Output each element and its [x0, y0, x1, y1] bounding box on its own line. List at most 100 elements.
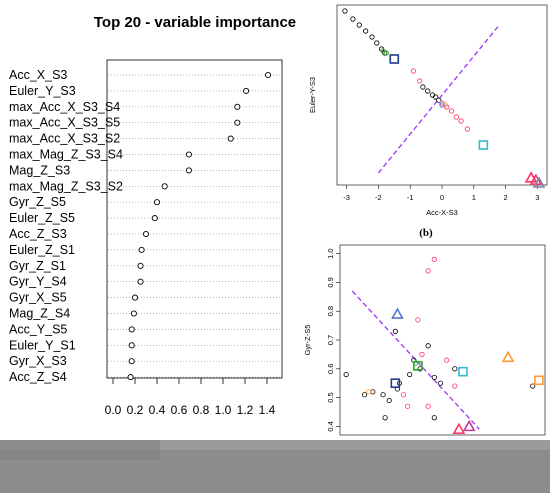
point-c — [407, 371, 413, 378]
importance-point — [128, 358, 135, 365]
obscured-region-upper — [160, 440, 550, 450]
importance-point — [185, 151, 192, 158]
importance-point — [161, 183, 168, 190]
point-b — [410, 68, 416, 74]
point-b — [363, 28, 369, 34]
variable-label: Acc_X_S3 — [9, 68, 67, 82]
point-b — [389, 54, 400, 64]
point-c — [405, 403, 411, 409]
point-c — [343, 371, 349, 378]
x-axis: 0.0 0.2 0.4 0.6 0.8 1.0 1.2 1.4 — [105, 378, 276, 417]
y-axis-label-b: Euler-Y-S3 — [308, 77, 317, 113]
point-b — [374, 40, 380, 46]
variable-label: Acc_Y_S5 — [9, 322, 67, 336]
x-tick-label-b: 2 — [504, 193, 508, 202]
point-c — [437, 380, 444, 386]
importance-point — [138, 246, 145, 253]
point-b — [369, 34, 375, 40]
x-axis-label-b: Acc-X-S3 — [426, 208, 458, 217]
point-c — [413, 361, 423, 371]
x-tick-label: 0.6 — [171, 403, 188, 417]
x-tick-label: 0.4 — [149, 403, 166, 417]
point-c — [391, 307, 404, 319]
point-b — [458, 118, 464, 124]
variable-label: Gyr_Z_S5 — [9, 195, 66, 209]
importance-point — [185, 167, 192, 174]
importance-point — [153, 199, 161, 206]
point-c — [501, 350, 515, 363]
importance-point — [130, 310, 137, 317]
point-b — [425, 88, 431, 94]
dotted-grid — [108, 74, 281, 378]
variable-label: Acc_Z_S3 — [9, 227, 67, 241]
variable-label: Gyr_X_S3 — [9, 354, 67, 368]
variable-label: max_Mag_Z_S3_S2 — [9, 179, 123, 193]
point-c — [382, 415, 388, 421]
variable-label: max_Acc_X_S3_S2 — [9, 132, 120, 146]
y-tick-label-c: 0.6 — [326, 364, 335, 374]
variable-label: Gyr_X_S5 — [9, 291, 67, 305]
y-tick-label-c: 1.0 — [326, 248, 335, 258]
variable-labels: Acc_X_S3 Euler_Y_S3 max_Acc_X_S3_S4 max_Acc… — [9, 68, 123, 384]
variable-label: Gyr_Z_S1 — [9, 259, 66, 273]
dashed-separator-c — [351, 290, 480, 430]
point-c — [419, 351, 425, 357]
variable-label: Mag_Z_S3 — [9, 163, 70, 177]
point-c — [458, 366, 468, 377]
point-c — [386, 397, 392, 404]
x-tick-label: 0.8 — [193, 403, 210, 417]
plot-frame-c — [339, 244, 546, 436]
y-tick-label-c: 0.5 — [326, 392, 335, 402]
variable-label: Euler_Y_S1 — [9, 338, 76, 352]
importance-point — [127, 374, 134, 381]
variable-label: max_Mag_Z_S3_S4 — [9, 148, 123, 162]
x-tick-label-b: -1 — [407, 193, 414, 202]
x-tick-label: 1.4 — [259, 403, 276, 417]
point-b — [524, 171, 538, 183]
x-tick-label-b: -2 — [375, 193, 382, 202]
y-axis-label-c: Gyr-Z-S5 — [303, 325, 312, 356]
point-c — [366, 389, 372, 395]
x-tick-label-b: -3 — [343, 193, 350, 202]
variable-importance-panel: Top 20 - variable importance Acc_X_S3 Eul… — [9, 14, 296, 417]
chart-title: Top 20 - variable importance — [94, 14, 296, 31]
point-b — [342, 8, 348, 14]
point-b — [436, 97, 442, 103]
decision-line-c — [351, 290, 480, 430]
importance-point — [265, 71, 272, 79]
point-c — [380, 392, 386, 398]
y-tick-label-c: 0.8 — [326, 306, 335, 316]
point-b — [417, 78, 423, 84]
point-b — [478, 140, 489, 150]
importance-point — [243, 87, 250, 94]
variable-label: max_Acc_X_S3_S5 — [9, 116, 120, 130]
point-c — [425, 343, 431, 349]
point-b — [356, 22, 362, 28]
importance-point — [131, 294, 139, 301]
y-tick-label-c: 0.4 — [326, 421, 335, 431]
point-b — [433, 94, 439, 100]
point-b — [464, 126, 471, 132]
variable-label: Mag_Z_S4 — [9, 307, 70, 321]
importance-point — [227, 135, 234, 142]
point-c — [415, 317, 421, 323]
scatter-panel-c: Gyr-Z-S5 0.4 0.5 0.6 0.7 0.8 0.9 1.0 — [303, 244, 546, 436]
point-c — [530, 383, 536, 389]
panel-label-b: (b) — [419, 227, 433, 239]
point-c — [443, 357, 450, 363]
point-b — [532, 176, 546, 188]
point-c — [431, 256, 437, 262]
variable-label: Acc_Z_S4 — [9, 370, 67, 384]
importance-points — [127, 71, 272, 381]
point-c — [452, 366, 458, 372]
importance-point — [142, 230, 150, 238]
variable-label: Gyr_Y_S4 — [9, 275, 67, 289]
variable-label: Euler_Z_S5 — [9, 211, 75, 225]
point-b — [448, 108, 455, 114]
x-tick-label: 1.2 — [237, 403, 254, 417]
point-b — [439, 102, 445, 108]
point-c — [462, 419, 476, 432]
importance-point — [128, 342, 135, 349]
x-tick-label: 1.0 — [215, 403, 232, 417]
